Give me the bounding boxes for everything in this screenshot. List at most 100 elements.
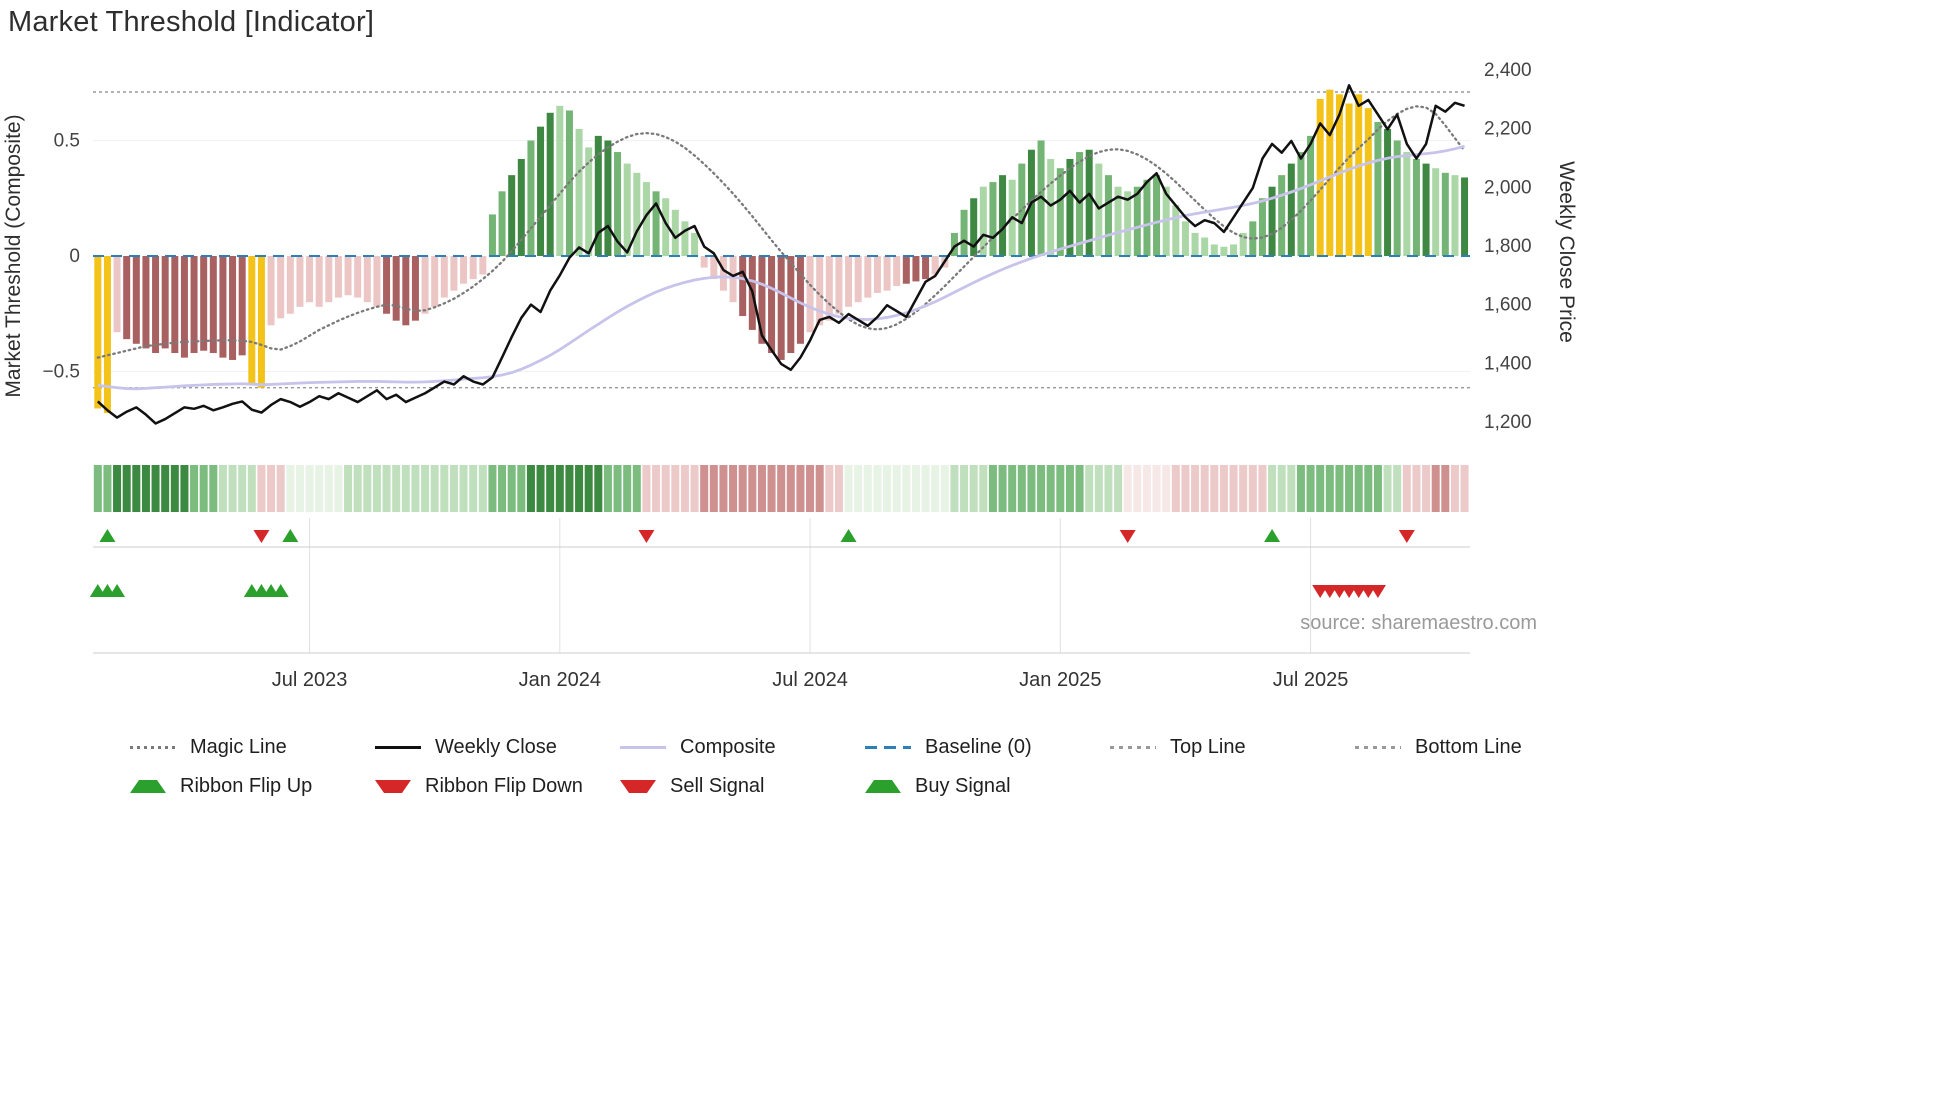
- ribbon-cell: [170, 465, 179, 512]
- axis-ticks: 0.5 0 −0.5 2,400 2,200 2,000 1,800 1,600 1,400 1,…: [42, 60, 1531, 691]
- bar: [180, 256, 188, 358]
- ribbon-cell: [1229, 465, 1238, 512]
- bar: [1085, 149, 1093, 256]
- bar: [171, 256, 179, 354]
- ribbon-cell: [1460, 465, 1469, 512]
- ribbon-cell: [584, 465, 593, 512]
- ribbon-cell: [594, 465, 603, 512]
- ribbon-cell: [988, 465, 997, 512]
- legend: Magic Line Weekly Close Composite Baseline …: [130, 736, 1600, 798]
- bar: [200, 256, 208, 351]
- right-tick-label: 2,000: [1484, 177, 1532, 198]
- bar: [691, 232, 699, 256]
- ribbon-cell: [873, 465, 882, 512]
- line-swatch: [620, 746, 666, 749]
- x-tick-label: Jan 2024: [519, 669, 601, 691]
- legend-label: Composite: [680, 736, 776, 758]
- ribbon-cell: [632, 465, 641, 512]
- bar: [816, 256, 824, 326]
- ribbon-cell: [1239, 465, 1248, 512]
- ribbon-cell: [960, 465, 969, 512]
- legend-item-baseline-0-: Baseline (0): [865, 736, 1110, 759]
- ribbon-cell: [1200, 465, 1209, 512]
- ribbon-cell: [748, 465, 757, 512]
- ribbon-cell: [93, 465, 102, 512]
- right-tick-label: 1,400: [1484, 353, 1532, 374]
- bar: [1297, 152, 1305, 256]
- bar: [1066, 158, 1074, 256]
- bar: [190, 256, 198, 354]
- bar: [1249, 221, 1257, 256]
- ribbon-cell: [315, 465, 324, 512]
- bar: [527, 140, 535, 256]
- ribbon-cell: [161, 465, 170, 512]
- bar: [739, 256, 747, 317]
- ribbon-cell: [1345, 465, 1354, 512]
- ribbon-heatmap: [93, 465, 1469, 512]
- bar: [421, 256, 429, 314]
- composite-line: [97, 144, 1465, 391]
- legend-item-ribbon-flip-up: Ribbon Flip Up: [130, 775, 375, 798]
- bar: [325, 256, 333, 303]
- ribbon-cell: [1123, 465, 1132, 512]
- ribbon-cell: [1316, 465, 1325, 512]
- ribbon-cell: [777, 465, 786, 512]
- bar: [142, 256, 150, 349]
- x-tick-label: Jul 2025: [1273, 669, 1349, 691]
- ribbon-cell: [478, 465, 487, 512]
- ribbon-cell: [1441, 465, 1450, 512]
- bar: [758, 256, 766, 344]
- ribbon-cell: [257, 465, 266, 512]
- bar: [864, 256, 872, 298]
- bar: [883, 256, 891, 291]
- legend-item-magic-line: Magic Line: [130, 736, 375, 759]
- ribbon-cell: [796, 465, 805, 512]
- ribbon-cell: [950, 465, 959, 512]
- bar: [999, 175, 1007, 256]
- buy-signal-icon: [109, 584, 126, 597]
- ribbon-cell: [844, 465, 853, 512]
- ribbon-flip-up-icon: [1264, 529, 1281, 542]
- ribbon-cell: [806, 465, 815, 512]
- bar: [604, 140, 612, 256]
- bar: [498, 191, 506, 256]
- bar: [710, 256, 718, 280]
- bar: [796, 256, 804, 344]
- ribbon-cell: [757, 465, 766, 512]
- ribbon-cell: [671, 465, 680, 512]
- bar: [642, 182, 650, 256]
- ribbon-cell: [700, 465, 709, 512]
- right-tick-label: 1,200: [1484, 412, 1532, 433]
- bar: [161, 256, 169, 349]
- ribbon-flip-down-icon: [638, 530, 655, 543]
- ribbon-cell: [449, 465, 458, 512]
- ribbon-cell: [1065, 465, 1074, 512]
- triangle-up-icon: [865, 780, 901, 793]
- buy-signal-icon: [272, 584, 289, 597]
- ribbon-cell: [1085, 465, 1094, 512]
- ribbon-cell: [190, 465, 199, 512]
- bar: [575, 128, 583, 256]
- bar: [1114, 186, 1122, 256]
- ribbon-cell: [854, 465, 863, 512]
- indicator-lines: [93, 84, 1470, 425]
- ribbon-cell: [507, 465, 516, 512]
- bar: [296, 256, 304, 307]
- ribbon-cell: [680, 465, 689, 512]
- ribbon-cell: [1210, 465, 1219, 512]
- ribbon-cell: [1383, 465, 1392, 512]
- bar: [614, 152, 622, 256]
- bar: [132, 256, 140, 344]
- ribbon-cell: [517, 465, 526, 512]
- bar: [517, 158, 525, 256]
- bar: [344, 256, 352, 296]
- bar: [922, 256, 930, 280]
- ribbon-cell: [238, 465, 247, 512]
- bar: [238, 256, 246, 356]
- line-swatch: [130, 746, 176, 749]
- bar: [633, 172, 641, 256]
- bar: [1095, 163, 1103, 256]
- bar: [931, 256, 939, 275]
- bar: [1393, 140, 1401, 256]
- ribbon-cell: [911, 465, 920, 512]
